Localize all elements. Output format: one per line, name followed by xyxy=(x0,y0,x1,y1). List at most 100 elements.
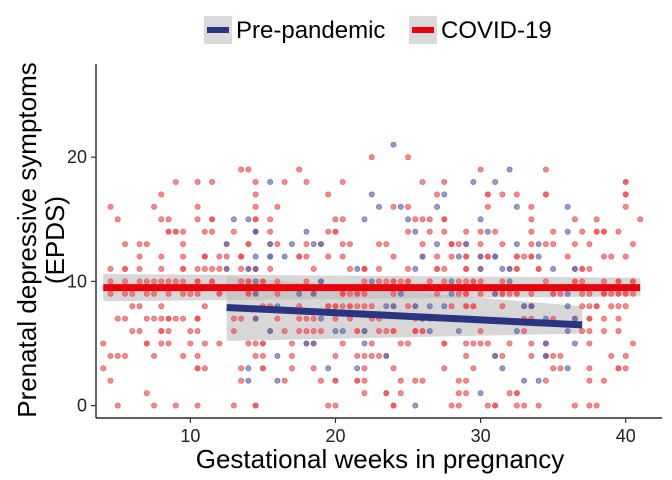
point-covid xyxy=(383,328,390,334)
point-covid xyxy=(107,203,114,210)
point-covid xyxy=(165,228,172,235)
point-pre-pandemic xyxy=(499,266,506,272)
point-covid xyxy=(310,315,317,322)
point-covid xyxy=(579,228,586,235)
point-covid xyxy=(463,290,469,297)
point-covid xyxy=(601,377,607,384)
point-covid xyxy=(252,402,259,409)
point-covid xyxy=(281,179,288,185)
point-covid xyxy=(318,328,324,334)
point-covid xyxy=(630,340,636,347)
point-covid xyxy=(368,303,375,310)
point-covid xyxy=(615,228,622,235)
point-covid xyxy=(463,228,469,235)
point-pre-pandemic xyxy=(318,241,324,248)
point-covid xyxy=(259,278,266,285)
y-axis-title-line1: Prenatal depressive symptoms xyxy=(12,62,42,417)
point-pre-pandemic xyxy=(325,365,332,372)
point-pre-pandemic xyxy=(310,340,317,347)
point-covid xyxy=(114,402,121,409)
x-tick-label: 30 xyxy=(471,426,491,446)
point-covid xyxy=(209,228,216,235)
point-covid xyxy=(310,365,317,372)
point-covid xyxy=(107,278,114,285)
point-covid xyxy=(187,290,194,297)
point-covid xyxy=(557,352,564,359)
point-covid xyxy=(245,166,252,173)
point-covid xyxy=(310,266,317,272)
point-covid xyxy=(180,266,186,272)
point-covid xyxy=(542,241,549,248)
point-covid xyxy=(550,228,557,235)
point-pre-pandemic xyxy=(281,253,288,260)
point-pre-pandemic xyxy=(412,228,419,235)
point-covid xyxy=(615,278,622,285)
point-pre-pandemic xyxy=(535,253,542,260)
point-covid xyxy=(593,228,600,235)
point-pre-pandemic xyxy=(376,203,382,210)
point-covid xyxy=(201,266,208,272)
point-covid xyxy=(209,216,216,223)
point-covid xyxy=(579,266,586,272)
point-pre-pandemic xyxy=(550,266,557,272)
point-pre-pandemic xyxy=(412,266,419,272)
point-covid xyxy=(455,290,462,297)
point-covid xyxy=(332,377,339,384)
point-covid xyxy=(550,352,557,359)
point-covid xyxy=(129,290,136,297)
point-covid xyxy=(339,241,346,248)
point-covid xyxy=(216,290,223,297)
point-pre-pandemic xyxy=(267,179,274,185)
point-covid xyxy=(506,390,513,397)
point-covid xyxy=(114,216,121,223)
point-pre-pandemic xyxy=(564,328,571,334)
point-covid xyxy=(397,390,404,397)
point-covid xyxy=(390,402,397,409)
point-pre-pandemic xyxy=(506,166,513,173)
point-covid xyxy=(622,352,629,359)
point-covid xyxy=(129,328,136,334)
point-covid xyxy=(201,365,208,372)
point-pre-pandemic xyxy=(441,191,448,198)
point-covid xyxy=(463,340,469,347)
point-covid xyxy=(557,290,564,297)
point-covid xyxy=(412,216,419,223)
point-covid xyxy=(397,377,404,384)
point-covid xyxy=(180,352,186,359)
point-covid xyxy=(390,253,397,260)
point-pre-pandemic xyxy=(492,352,499,359)
point-covid xyxy=(347,241,353,248)
point-covid xyxy=(622,253,629,260)
point-covid xyxy=(209,179,216,185)
point-covid xyxy=(601,278,607,285)
point-covid xyxy=(521,328,528,334)
point-covid xyxy=(513,253,520,260)
point-covid xyxy=(281,328,288,334)
point-covid xyxy=(513,266,520,272)
point-covid xyxy=(615,365,622,372)
point-covid xyxy=(172,402,179,409)
point-pre-pandemic xyxy=(267,241,274,248)
point-covid xyxy=(158,216,165,223)
point-covid xyxy=(405,303,411,310)
point-covid xyxy=(477,328,484,334)
point-pre-pandemic xyxy=(513,328,520,334)
point-covid xyxy=(354,290,361,297)
point-pre-pandemic xyxy=(332,328,339,334)
point-covid xyxy=(245,241,252,248)
point-pre-pandemic xyxy=(412,402,419,409)
point-covid xyxy=(470,340,477,347)
point-covid xyxy=(441,179,448,185)
point-covid xyxy=(332,228,339,235)
point-covid xyxy=(158,266,165,272)
point-covid xyxy=(499,290,506,297)
point-covid xyxy=(165,278,172,285)
point-pre-pandemic xyxy=(252,228,259,235)
point-pre-pandemic xyxy=(354,365,361,372)
point-covid xyxy=(376,328,382,334)
point-covid xyxy=(296,328,303,334)
point-covid xyxy=(434,290,440,297)
point-covid xyxy=(158,191,165,198)
point-covid xyxy=(296,166,303,173)
point-covid xyxy=(180,253,186,260)
